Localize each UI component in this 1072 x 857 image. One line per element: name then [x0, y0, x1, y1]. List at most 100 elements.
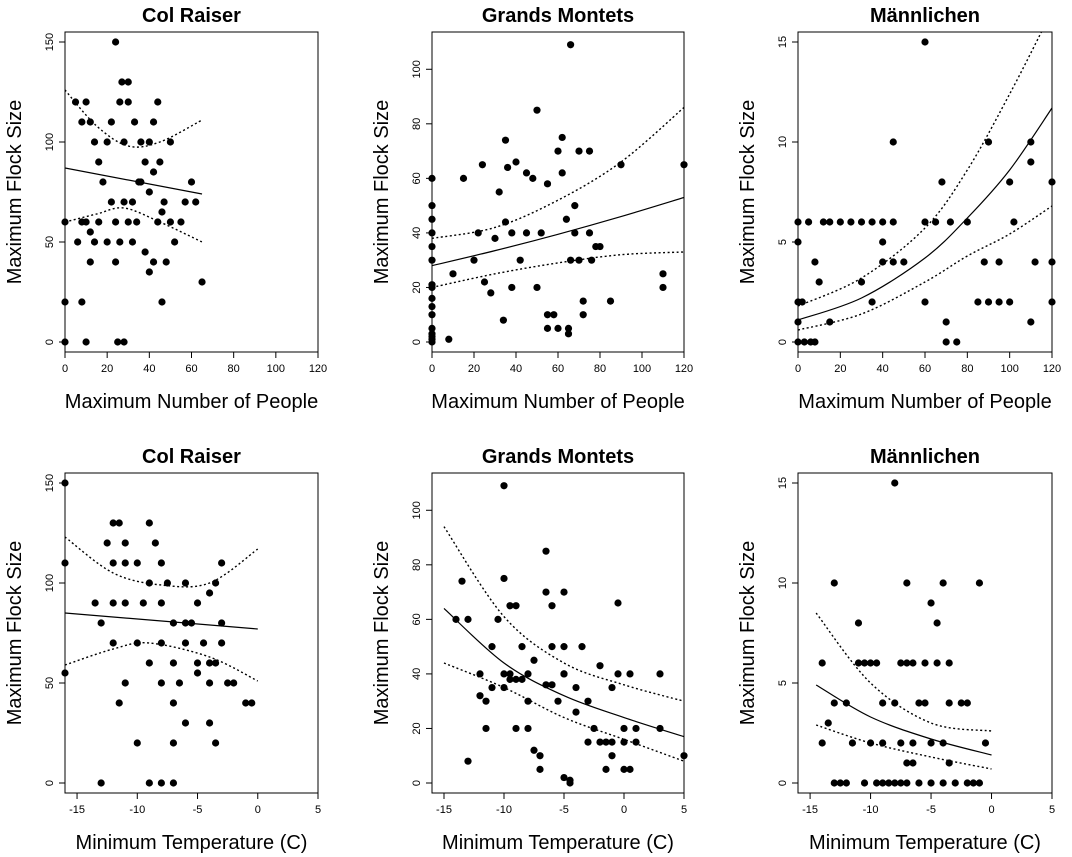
data-point [830, 579, 838, 587]
data-point [617, 161, 625, 169]
data-point [171, 238, 179, 246]
plot-frame [64, 472, 319, 794]
y-tick-label: 100 [44, 133, 56, 151]
data-point [548, 602, 556, 610]
data-point [157, 559, 165, 567]
x-tick-label: -5 [193, 804, 203, 816]
data-point [866, 659, 875, 667]
data-point [157, 599, 165, 607]
data-point [909, 759, 917, 767]
x-tick-label: 0 [255, 804, 261, 816]
data-point [596, 242, 604, 251]
data-point [109, 639, 117, 647]
data-point [156, 158, 164, 166]
x-tick-label: 40 [877, 363, 889, 375]
data-point [181, 198, 189, 206]
y-tick-label: 0 [44, 780, 56, 786]
data-point [115, 699, 123, 707]
data-point [818, 739, 826, 747]
fit-line [815, 684, 992, 756]
y-tick-label: 40 [411, 227, 423, 239]
data-point [564, 324, 573, 332]
x-tick-label: 40 [510, 363, 522, 375]
data-point [903, 759, 911, 767]
data-point [120, 138, 128, 146]
data-point [548, 681, 556, 689]
data-point [158, 298, 166, 306]
y-tick-label: 10 [777, 136, 789, 148]
data-point [224, 679, 232, 687]
data-point [205, 679, 214, 687]
data-point [794, 338, 802, 346]
x-tick-label: 5 [315, 804, 321, 816]
data-point [149, 258, 158, 266]
ci-upper-line [432, 106, 684, 240]
data-point [90, 138, 99, 146]
data-point [548, 643, 556, 651]
data-point [550, 311, 558, 319]
data-point [584, 738, 592, 746]
data-point [205, 659, 214, 667]
data-point [560, 588, 568, 596]
data-point [149, 168, 158, 176]
ci-lower-line [798, 205, 1052, 331]
x-axis-label: Minimum Temperature (C) [76, 832, 308, 854]
data-point [945, 659, 953, 667]
ci-lower-line [815, 724, 992, 770]
data-point [873, 659, 881, 667]
data-point [103, 539, 111, 547]
data-point [567, 41, 575, 49]
data-point [921, 659, 929, 667]
data-point [499, 316, 507, 324]
data-point [1010, 218, 1018, 226]
x-tick-label: 0 [621, 804, 627, 816]
data-point [495, 188, 503, 196]
data-point [61, 479, 69, 487]
data-point [145, 268, 153, 276]
y-axis-label: Maximum Flock Size [4, 541, 26, 725]
data-point [428, 330, 436, 338]
data-point [166, 138, 175, 146]
data-point [166, 218, 175, 226]
data-point [211, 579, 220, 587]
data-point [133, 639, 141, 647]
data-point [946, 218, 955, 226]
data-point [572, 708, 580, 716]
data-point [112, 218, 120, 226]
data-point [157, 779, 165, 787]
data-point [428, 256, 436, 264]
data-point [585, 229, 594, 237]
panel-6: Männlichen Minimum Temperature (C) Maximum… [737, 446, 1055, 854]
data-point [506, 602, 514, 610]
data-point [558, 133, 566, 142]
data-point [562, 215, 571, 223]
data-point [1027, 158, 1035, 166]
data-point [826, 318, 834, 326]
x-tick-label: 20 [101, 363, 113, 375]
data-point [879, 779, 887, 787]
data-point [830, 779, 838, 787]
data-point [169, 699, 178, 707]
x-tick-label: 5 [681, 804, 687, 816]
x-tick-label: -5 [559, 804, 569, 816]
data-point [620, 738, 628, 746]
data-point [995, 298, 1003, 306]
data-point [815, 278, 823, 286]
panel-title: Männlichen [870, 446, 980, 468]
data-point [567, 256, 575, 264]
data-point [1048, 298, 1056, 306]
data-point [118, 78, 126, 86]
data-point [554, 697, 562, 705]
x-tick-label: 0 [988, 804, 994, 816]
ci-lower-line [65, 207, 203, 243]
data-point [543, 311, 552, 319]
data-point [133, 218, 141, 226]
x-axis-label: Minimum Temperature (C) [442, 832, 674, 854]
data-point [836, 779, 844, 787]
y-tick-label: 0 [777, 780, 789, 786]
y-tick-label: 80 [411, 559, 423, 571]
data-point [963, 779, 971, 787]
data-point [103, 138, 111, 146]
data-point [659, 283, 667, 292]
y-tick-label: 20 [411, 281, 423, 293]
